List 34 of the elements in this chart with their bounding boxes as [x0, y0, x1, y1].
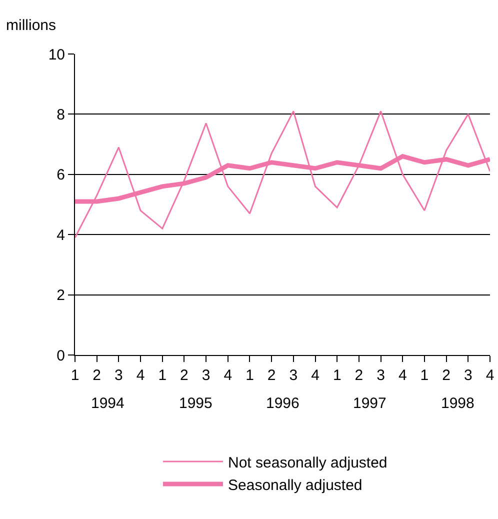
text: 1996	[266, 395, 300, 412]
y-tick-label: 8	[56, 106, 65, 124]
legend-label: Seasonally adjusted	[228, 476, 362, 494]
x-tick-label: 2	[180, 367, 188, 384]
x-tick-label: 2	[354, 367, 364, 384]
text: 1997	[353, 395, 386, 412]
text: 1994	[91, 395, 124, 412]
y-tick-label: 4	[56, 226, 65, 244]
x-tick-label: 4	[224, 367, 232, 384]
x-tick-label: 3	[464, 367, 472, 384]
x-tick-label: 2	[442, 367, 450, 384]
x-tick-label: 3	[376, 367, 385, 384]
x-tick-label: 4	[136, 367, 145, 384]
y-tick-label: 2	[56, 287, 65, 304]
x-tick-label: 1	[158, 367, 167, 384]
x-tick-label: 2	[267, 367, 276, 384]
y-tick-label: 10	[48, 46, 65, 64]
x-tick-label: 1	[332, 367, 342, 384]
x-tick-label: 4	[486, 367, 494, 384]
x-tick-label: 1	[70, 367, 80, 384]
x-tick-label: 1	[246, 367, 254, 384]
x-tick-label: 4	[311, 367, 320, 384]
x-tick-label: 4	[398, 367, 407, 384]
legend-label: Not seasonally adjusted	[228, 454, 388, 472]
text: 1998	[441, 395, 474, 412]
x-tick-label: 1	[420, 367, 429, 384]
x-tick-label: 2	[92, 367, 102, 384]
y-tick-label: 0	[56, 347, 65, 364]
y-tick-label: 6	[56, 166, 65, 184]
x-tick-label: 3	[289, 367, 298, 384]
x-tick-label: 3	[114, 367, 123, 384]
y-axis-title: millions	[6, 17, 56, 34]
text: 1995	[179, 395, 212, 412]
x-tick-label: 3	[202, 367, 210, 384]
